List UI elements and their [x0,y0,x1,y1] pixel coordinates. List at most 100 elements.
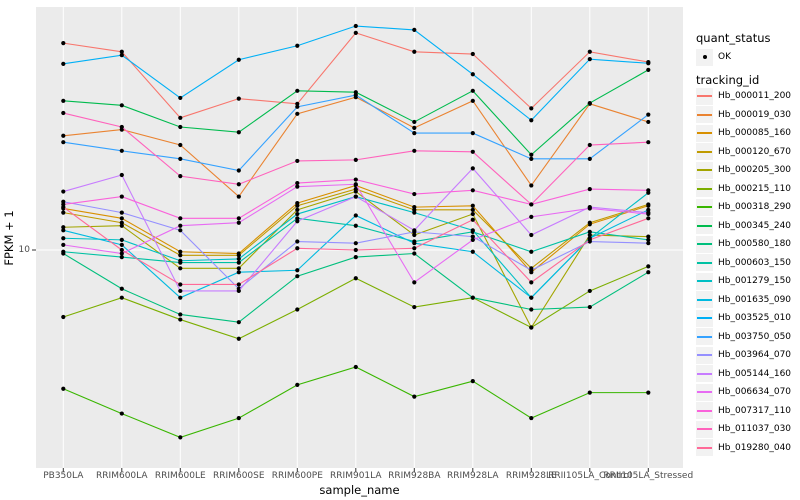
series-color-swatch [697,206,712,208]
data-point [178,249,183,254]
data-point [295,307,300,312]
data-point [61,98,66,103]
legend-key-box [696,198,713,216]
data-point [646,237,651,242]
data-point [529,325,534,330]
data-point [587,390,592,395]
data-point [646,264,651,269]
data-point [646,241,651,246]
series-color-swatch [697,113,712,116]
data-point [178,228,183,233]
legend-key-box [696,254,713,271]
data-point [178,295,183,300]
x-tick-label: RRIM928LA [447,471,499,481]
data-point [119,216,124,221]
data-point [119,194,124,199]
data-point [295,101,300,106]
data-point [353,23,358,29]
data-point [295,104,300,109]
series-color-swatch [697,95,712,97]
legend-title-tracking-id: tracking_id [696,73,760,87]
legend-key-box [696,124,713,142]
legend-key-box [696,161,713,179]
data-point [61,61,66,66]
x-tick-label: RRIM600SE [213,471,265,481]
data-point [295,274,300,279]
legend-key-box [696,328,713,345]
x-axis-title: sample_name [319,483,400,497]
series-color-swatch [697,243,712,245]
data-point [178,317,183,322]
x-tick-label: RRIM600LE [154,471,206,481]
legend-item-label: Hb_003750_050 [718,331,792,342]
series-color-swatch [697,187,712,190]
data-point [119,237,124,242]
data-point [529,118,534,123]
legend-item-Hb_001279_150: Hb_001279_150 [696,272,791,290]
legend-item-Hb_003964_070: Hb_003964_070 [696,346,791,364]
data-point [470,203,475,208]
series-color-swatch [697,409,712,412]
data-point [119,124,124,130]
ok-point-icon [702,55,707,59]
legend-item-label: OK [718,52,731,62]
data-point [529,307,534,312]
data-point [470,217,475,222]
data-point [295,268,300,273]
data-point [295,239,300,244]
data-point [470,211,475,217]
legend-item-label: Hb_000011_200 [718,91,792,101]
series-color-swatch [697,446,712,449]
legend-item-Hb_000318_290: Hb_000318_290 [696,198,791,216]
data-point [295,382,300,387]
data-point [646,67,651,73]
data-point [470,249,475,254]
data-point [587,232,592,238]
legend-item-label: Hb_000205_300 [718,165,792,175]
data-point [353,241,358,246]
data-point [119,103,124,108]
legend-item-Hb_000603_150: Hb_000603_150 [696,254,791,272]
data-point [353,247,358,253]
data-point [295,211,300,217]
x-tick-label: PB350LA [43,471,84,481]
legend-item-Hb_019280_040: Hb_019280_040 [696,439,791,457]
legend-item-label: Hb_005144_160 [718,368,792,379]
data-point [529,202,534,207]
data-point [412,210,417,215]
legend-item-Hb_001635_090: Hb_001635_090 [696,291,791,309]
data-point [412,280,417,285]
data-point [412,130,417,136]
y-tick-label-10: 10 [18,245,30,255]
data-point [61,236,66,241]
data-point [587,57,592,62]
data-point [412,304,417,310]
data-point [412,241,417,246]
series-color-swatch [697,428,712,430]
data-point [236,415,241,421]
data-point [646,202,651,207]
legend-key-box [696,87,713,105]
data-point [119,254,124,260]
data-point [295,219,300,224]
data-point [529,295,534,300]
data-point [236,336,241,341]
legend-item-label: Hb_006634_070 [718,387,792,397]
legend-key-box [696,180,713,197]
data-point [178,312,183,317]
data-point [353,182,358,187]
legend-item-label: Hb_000580_180 [718,239,792,249]
data-point [470,149,475,154]
data-point [236,256,241,262]
legend-item-Hb_006634_070: Hb_006634_070 [696,383,791,401]
data-point [353,213,358,218]
data-point [236,260,241,265]
legend-item-label: Hb_000215_110 [718,183,792,194]
data-point [236,320,241,325]
legend-item-label: Hb_000603_150 [718,257,792,268]
data-point [470,130,475,136]
data-point [295,246,300,251]
legend-item-Hb_000019_030: Hb_000019_030 [696,106,791,124]
data-point [119,286,124,291]
